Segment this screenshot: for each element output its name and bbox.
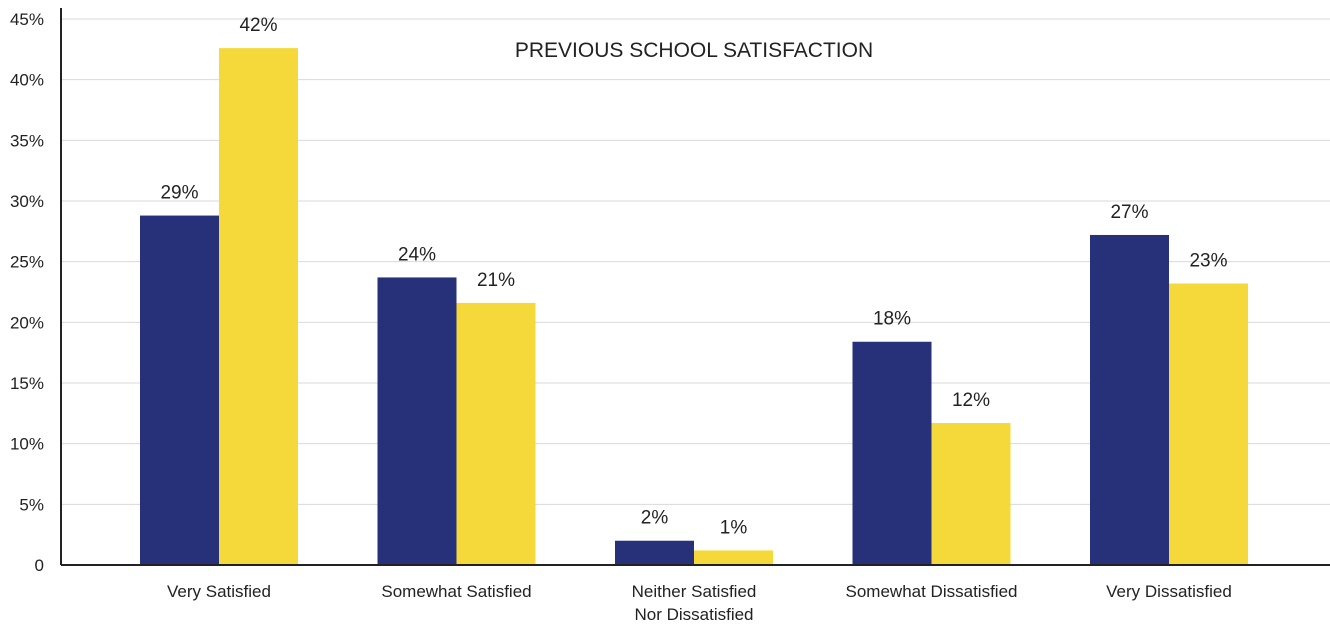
- x-category-label: Somewhat Dissatisfied: [846, 582, 1018, 601]
- y-tick-label: 25%: [10, 253, 44, 272]
- bar: [377, 277, 457, 565]
- bar: [931, 423, 1011, 565]
- y-tick-label: 10%: [10, 435, 44, 454]
- bar: [219, 48, 298, 566]
- data-label: 18%: [873, 309, 911, 330]
- bar: [140, 215, 219, 565]
- bar: [694, 550, 773, 565]
- bar: [852, 341, 932, 565]
- bar: [1169, 283, 1248, 565]
- x-category-label: Very Satisfied: [167, 582, 271, 601]
- data-label: 12%: [952, 390, 990, 411]
- y-tick-label: 40%: [10, 71, 44, 90]
- bar: [615, 540, 694, 565]
- y-tick-label: 0: [35, 556, 44, 575]
- x-category-label: Neither Satisfied: [632, 582, 757, 601]
- data-label: 21%: [477, 270, 515, 291]
- labels: 0 5% 10% 15% 20% 25% 30% 35% 40% 45% 29% 42% Very Sa…: [10, 10, 1232, 624]
- y-tick-label: 45%: [10, 10, 44, 29]
- bar: [1090, 234, 1169, 565]
- data-label: 2%: [641, 508, 669, 529]
- data-label: 24%: [398, 244, 436, 265]
- x-category-label: Somewhat Satisfied: [381, 582, 531, 601]
- data-label: 42%: [239, 15, 277, 36]
- data-label: 1%: [720, 517, 748, 538]
- bars: [140, 48, 1248, 566]
- data-label: 29%: [160, 183, 198, 204]
- y-tick-label: 15%: [10, 374, 44, 393]
- y-tick-label: 35%: [10, 131, 44, 150]
- x-category-label: Very Dissatisfied: [1106, 582, 1232, 601]
- y-tick-label: 30%: [10, 192, 44, 211]
- bar: [456, 302, 536, 565]
- chart-title: PREVIOUS SCHOOL SATISFACTION: [515, 39, 873, 62]
- axes: [60, 8, 1330, 566]
- y-tick-label: 20%: [10, 313, 44, 332]
- data-label: 23%: [1189, 251, 1227, 272]
- data-label: 27%: [1110, 202, 1148, 223]
- x-category-label: Nor Dissatisfied: [634, 605, 753, 624]
- y-tick-label: 5%: [19, 495, 44, 514]
